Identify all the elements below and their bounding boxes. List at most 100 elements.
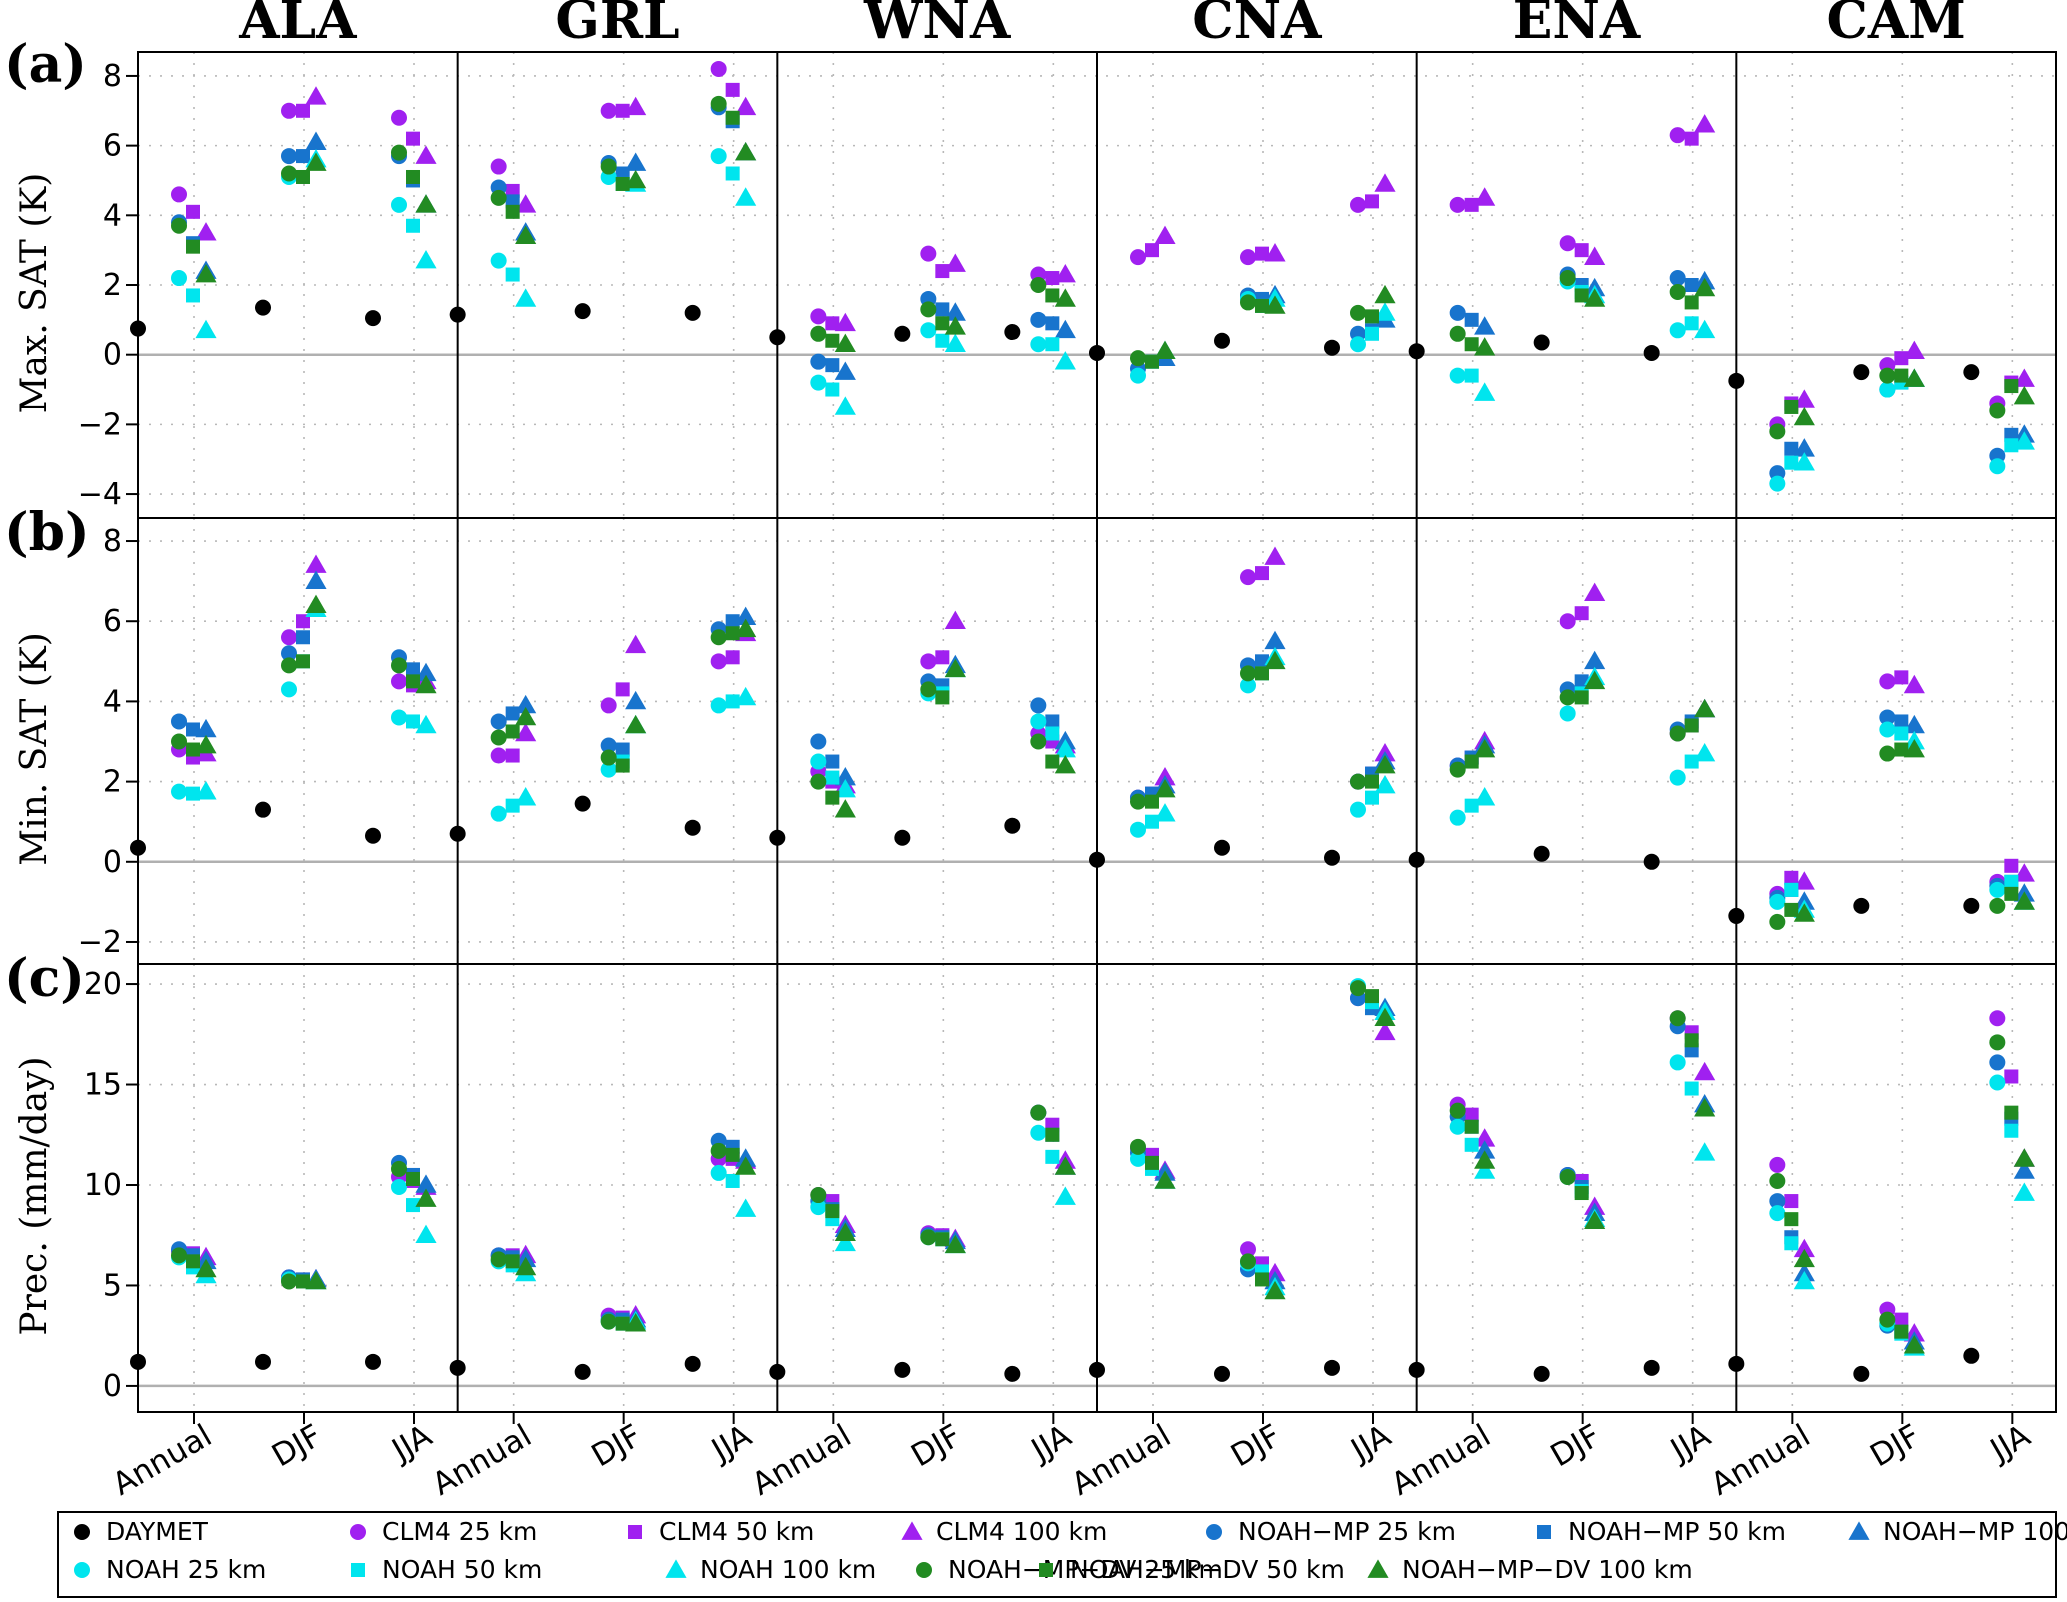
legend-marker-circle — [74, 1524, 90, 1540]
point-ala-annual-s9 — [195, 319, 217, 339]
point-wna-djf-s2 — [935, 650, 950, 665]
point-grl-jja-s11 — [725, 1147, 740, 1162]
point-grl-annual-s8 — [505, 798, 520, 813]
y-tick-label: −4 — [78, 477, 122, 512]
point-ena-jja-s8 — [1684, 754, 1699, 769]
point-ala-jja-s7 — [391, 1179, 407, 1195]
point-ena-djf-s10 — [1559, 1168, 1576, 1185]
y-tick-label: 0 — [103, 1369, 122, 1404]
point-cna-jja-s9 — [1374, 775, 1396, 794]
point-ena-jja-s12 — [1694, 277, 1716, 297]
point-cna-jja-s11 — [1365, 774, 1379, 789]
x-tick-label: DJF — [1864, 1418, 1926, 1475]
panel-label: (a) — [4, 34, 87, 95]
point-ena-djf-s1 — [1559, 235, 1576, 252]
point-ala-djf-s5 — [296, 630, 310, 645]
region-title-ala: ALA — [238, 0, 357, 51]
point-grl-jja-s12 — [735, 1156, 757, 1175]
point-grl-djf-s4 — [600, 737, 617, 754]
point-ena-djf-s12 — [1584, 670, 1606, 690]
point-ena-djf-s6 — [1584, 650, 1606, 670]
point-wna-annual-s10 — [810, 773, 827, 790]
legend-item: NOAH−MP−DV 25 km — [916, 1555, 1223, 1584]
point-grl-jja-s0 — [684, 819, 701, 836]
point-wna-djf-s3 — [944, 610, 966, 630]
point-wna-jja-s7 — [1030, 1124, 1047, 1141]
point-cna-jja-s12 — [1374, 1007, 1396, 1027]
legend-marker-circle — [350, 1524, 366, 1540]
x-tick-label: JJA — [704, 1418, 757, 1470]
point-ala-djf-s5 — [296, 149, 310, 164]
point-grl-djf-s3 — [625, 634, 647, 654]
y-axes: −4 −2 0 2 4 6 8 Max. SAT (K) (a) −2 0 2 4 6 8 Min. SAT … — [4, 34, 138, 1404]
point-wna-jja-s5 — [1045, 316, 1060, 331]
point-wna-djf-s6 — [944, 302, 966, 321]
legend-item: CLM4 50 km — [628, 1517, 814, 1546]
point-wna-djf-s0 — [894, 829, 911, 846]
point-grl-annual-s2 — [505, 748, 520, 763]
point-ala-djf-s11 — [296, 654, 310, 669]
legend-label: NOAH 50 km — [382, 1555, 542, 1584]
point-cna-jja-s7 — [1350, 801, 1366, 818]
point-cam-djf-s7 — [1879, 381, 1896, 398]
point-cam-djf-s11 — [1894, 1324, 1909, 1339]
point-cna-jja-s3 — [1374, 1021, 1396, 1041]
legend-item: NOAH−MP 25 km — [1206, 1517, 1456, 1546]
point-ena-annual-s11 — [1464, 1119, 1479, 1134]
point-ala-annual-s12 — [195, 734, 217, 754]
point-wna-jja-s9 — [1054, 351, 1076, 370]
point-grl-djf-s7 — [600, 761, 617, 778]
point-cna-jja-s3 — [1374, 173, 1396, 192]
point-grl-jja-s10 — [710, 629, 727, 646]
legend-label: NOAH 25 km — [106, 1555, 266, 1584]
point-ala-jja-s6 — [415, 1174, 437, 1193]
point-ala-jja-s9 — [415, 714, 437, 734]
legend-label: NOAH 100 km — [700, 1555, 876, 1584]
point-grl-jja-s8 — [725, 166, 740, 181]
point-wna-jja-s2 — [1045, 271, 1060, 286]
point-cam-jja-s3 — [2013, 368, 2035, 387]
point-cna-jja-s12 — [1374, 754, 1396, 774]
point-ala-annual-s7 — [171, 783, 187, 800]
point-cam-djf-s8 — [1894, 726, 1909, 741]
point-cam-jja-s10 — [1989, 1034, 2006, 1051]
point-ala-jja-s5 — [406, 662, 420, 677]
point-grl-djf-s6 — [625, 152, 647, 171]
point-wna-annual-s12 — [834, 333, 856, 353]
x-tick-label: DJF — [266, 1418, 328, 1475]
point-ena-jja-s3 — [1694, 1061, 1716, 1081]
point-cna-annual-s11 — [1145, 1155, 1159, 1170]
point-wna-djf-s12 — [944, 316, 966, 335]
point-wna-jja-s10 — [1030, 277, 1047, 293]
point-wna-annual-s7 — [810, 753, 827, 770]
point-grl-jja-s10 — [710, 95, 727, 112]
point-wna-djf-s10 — [920, 1229, 937, 1246]
point-ena-djf-s2 — [1574, 606, 1589, 621]
point-ala-annual-s4 — [171, 713, 187, 730]
legend-marker-triangle — [1367, 1559, 1389, 1578]
point-ala-jja-s11 — [406, 169, 420, 184]
point-cam-jja-s7 — [1989, 881, 2006, 898]
point-wna-djf-s11 — [935, 690, 950, 705]
point-ala-djf-s11 — [296, 1274, 310, 1289]
point-ena-annual-s12 — [1474, 337, 1496, 356]
point-cam-jja-s0 — [1963, 897, 1980, 914]
point-grl-djf-s2 — [615, 103, 630, 118]
point-cna-annual-s7 — [1130, 1150, 1146, 1167]
legend-item: CLM4 25 km — [350, 1517, 537, 1546]
point-ala-jja-s0 — [365, 310, 381, 327]
panel-label: (b) — [4, 502, 90, 563]
point-grl-jja-s9 — [735, 686, 757, 706]
point-wna-djf-s10 — [920, 681, 937, 698]
point-grl-annual-s11 — [505, 724, 520, 739]
point-ena-annual-s7 — [1449, 1118, 1466, 1135]
point-wna-annual-s4 — [810, 733, 827, 750]
y-tick-label: 4 — [103, 684, 122, 719]
point-ala-jja-s9 — [415, 1224, 437, 1244]
point-cam-annual-s12 — [1793, 406, 1815, 426]
point-grl-jja-s12 — [735, 142, 757, 161]
point-ala-annual-s12 — [195, 1258, 217, 1278]
point-cna-jja-s10 — [1350, 773, 1366, 790]
x-tick-label: JJA — [385, 1418, 438, 1470]
